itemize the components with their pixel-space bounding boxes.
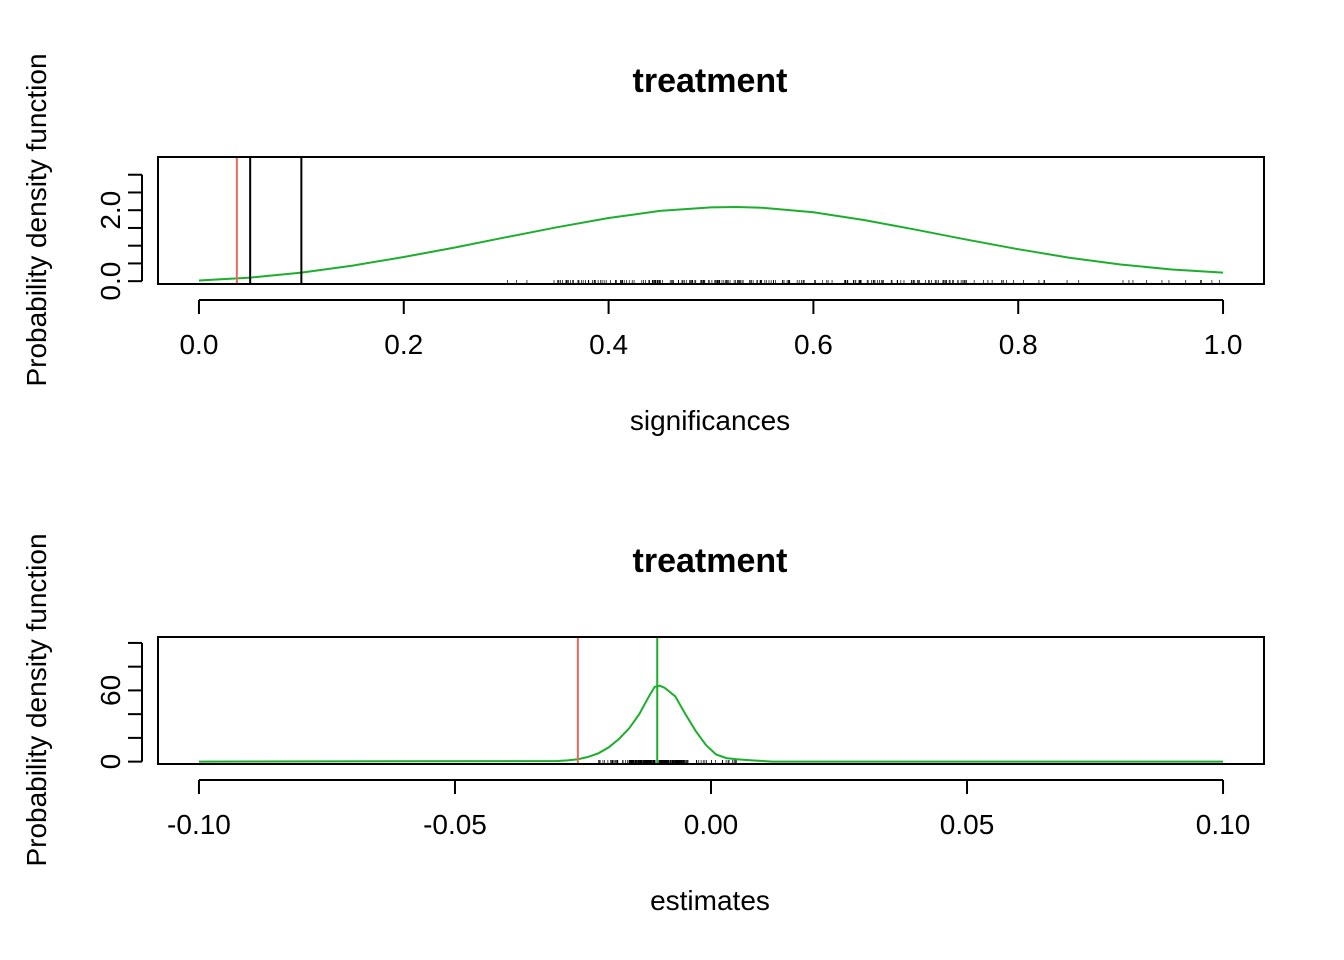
panel2-plot: -0.10 -0.05 0.00 0.05 0.10 0 60 [95,636,1265,840]
panel-significances: treatment significances Probability dens… [21,53,1265,436]
panel-estimates: treatment estimates Probability density … [21,533,1265,916]
y-tick-label: 0.0 [95,262,126,301]
x-tick-label: 0.2 [384,329,423,360]
plot-frame [157,156,1265,285]
x-tick-label: 0.0 [179,329,218,360]
panel1-xlabel: significances [630,405,790,436]
y-tick-label: 0 [95,754,126,770]
plot-frame [157,636,1265,765]
x-tick-label: 0.4 [589,329,628,360]
panel2-xlabel: estimates [650,885,770,916]
panel2-ylabel: Probability density function [21,533,52,866]
panel1-ylabel: Probability density function [21,53,52,386]
x-tick-label: 0.10 [1196,809,1251,840]
x-tick-label: 1.0 [1204,329,1243,360]
x-tick-label: 0.05 [940,809,995,840]
panel1-plot: 0.0 0.2 0.4 0.6 0.8 1.0 0.0 2.0 [95,156,1265,360]
density-curve [198,205,1224,282]
panel1-title: treatment [633,62,788,100]
x-tick-label: 0.8 [999,329,1038,360]
x-tick-label: 0.00 [684,809,739,840]
x-tick-label: 0.6 [794,329,833,360]
x-tick-label: -0.05 [423,809,487,840]
panel2-title: treatment [633,542,788,580]
y-tick-label: 2.0 [95,191,126,230]
x-tick-label: -0.10 [167,809,231,840]
y-tick-label: 60 [95,675,126,706]
